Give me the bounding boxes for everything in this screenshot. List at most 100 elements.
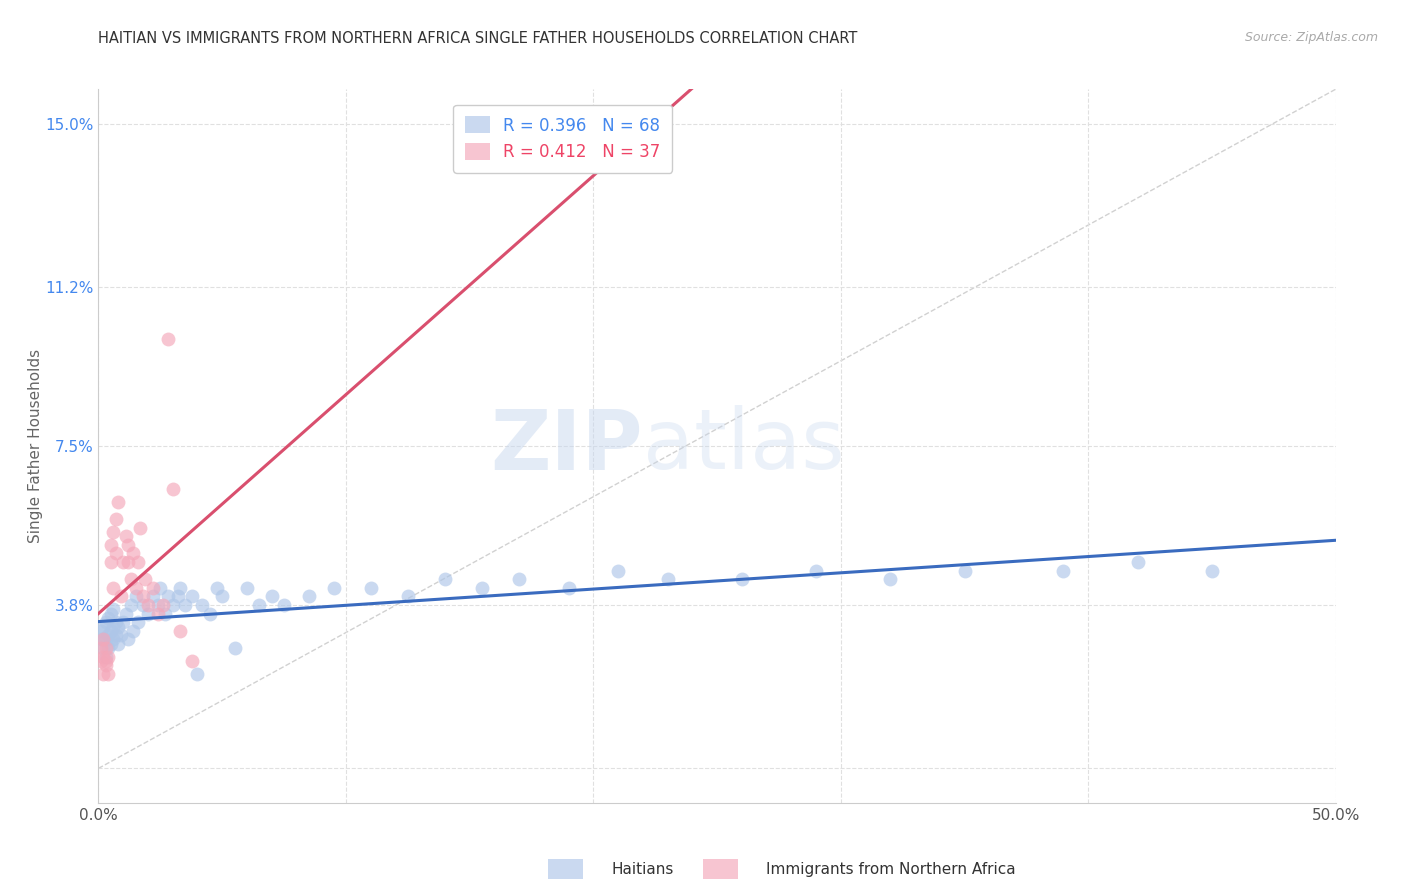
Point: [122, 546, 145, 560]
Point: [100, 624, 122, 638]
Legend: R = 0.396   N = 68, R = 0.412   N = 37: R = 0.396 N = 68, R = 0.412 N = 37: [453, 104, 672, 173]
Point: [103, 581, 125, 595]
Point: [322, 581, 344, 595]
Point: [117, 538, 139, 552]
Point: [127, 555, 149, 569]
Point: [97, 611, 120, 625]
Point: [879, 572, 901, 586]
Point: [136, 607, 159, 621]
Point: [181, 590, 204, 604]
Point: [156, 590, 179, 604]
Point: [117, 632, 139, 647]
Point: [97, 628, 120, 642]
Point: [93, 666, 115, 681]
Point: [146, 607, 169, 621]
Point: [104, 546, 127, 560]
Point: [155, 607, 177, 621]
Point: [953, 564, 976, 578]
Point: [90, 632, 112, 647]
Point: [162, 482, 184, 496]
Point: [94, 654, 117, 668]
Point: [103, 602, 125, 616]
Point: [1126, 555, 1149, 569]
Point: [247, 598, 270, 612]
Point: [471, 581, 494, 595]
Point: [100, 607, 122, 621]
Point: [224, 641, 246, 656]
Point: [236, 581, 259, 595]
Point: [181, 654, 204, 668]
Point: [114, 607, 136, 621]
Point: [100, 538, 122, 552]
Point: [1052, 564, 1074, 578]
Point: [90, 641, 112, 656]
Text: Haitians: Haitians: [612, 863, 673, 877]
Point: [117, 555, 139, 569]
Point: [557, 581, 579, 595]
Point: [104, 512, 127, 526]
Point: [142, 590, 165, 604]
Point: [103, 632, 125, 647]
Point: [107, 637, 129, 651]
Point: [657, 572, 679, 586]
Point: [174, 598, 197, 612]
Point: [93, 632, 115, 647]
Point: [169, 581, 191, 595]
Text: Single Father Households: Single Father Households: [28, 349, 42, 543]
Point: [104, 615, 127, 630]
Point: [152, 598, 174, 612]
Point: [93, 649, 115, 664]
Point: [607, 564, 630, 578]
Point: [100, 637, 122, 651]
Point: [508, 572, 530, 586]
Text: atlas: atlas: [643, 406, 845, 486]
Point: [93, 632, 115, 647]
Point: [94, 615, 117, 630]
Point: [166, 590, 188, 604]
Point: [107, 495, 129, 509]
Point: [112, 615, 135, 630]
Point: [1201, 564, 1223, 578]
Point: [112, 555, 135, 569]
Point: [120, 598, 142, 612]
Point: [142, 581, 165, 595]
Point: [103, 524, 125, 539]
Point: [198, 607, 221, 621]
Point: [162, 598, 184, 612]
Point: [132, 598, 155, 612]
Point: [169, 624, 191, 638]
Point: [156, 332, 179, 346]
Point: [100, 555, 122, 569]
Point: [132, 590, 155, 604]
Point: [97, 641, 120, 656]
Point: [107, 619, 129, 633]
Point: [97, 666, 120, 681]
Point: [94, 658, 117, 673]
Point: [93, 641, 115, 656]
Point: [110, 628, 132, 642]
Point: [104, 628, 127, 642]
Point: [211, 590, 233, 604]
Point: [127, 615, 149, 630]
Point: [731, 572, 754, 586]
Point: [110, 590, 132, 604]
Point: [298, 590, 321, 604]
Point: [124, 590, 146, 604]
Point: [90, 654, 112, 668]
Point: [149, 581, 172, 595]
Point: [396, 590, 419, 604]
Point: [120, 572, 142, 586]
Point: [97, 649, 120, 664]
Point: [360, 581, 382, 595]
Point: [134, 572, 156, 586]
Point: [103, 619, 125, 633]
Point: [94, 632, 117, 647]
Point: [93, 619, 115, 633]
Point: [433, 572, 456, 586]
Point: [122, 624, 145, 638]
Text: ZIP: ZIP: [491, 406, 643, 486]
Point: [94, 641, 117, 656]
Point: [804, 564, 827, 578]
Point: [260, 590, 283, 604]
Point: [205, 581, 228, 595]
